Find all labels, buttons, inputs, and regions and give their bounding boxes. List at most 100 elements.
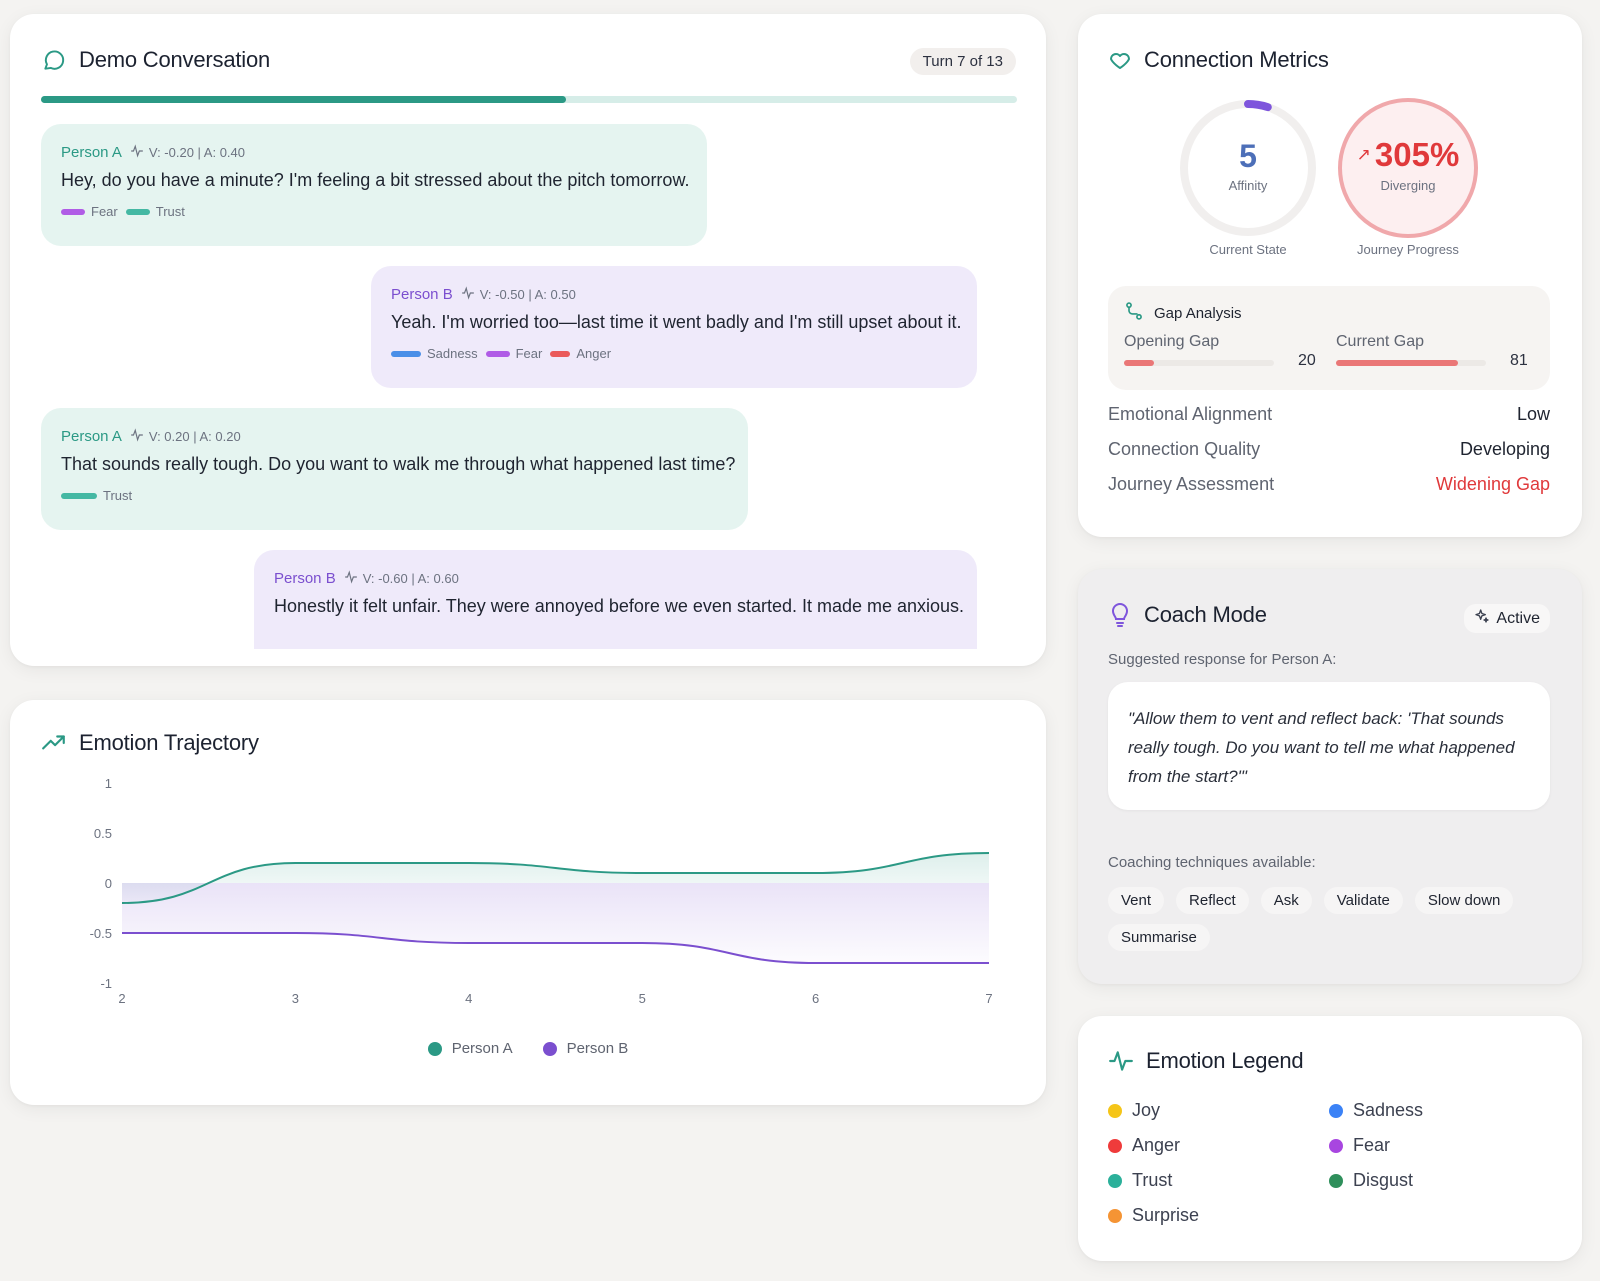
x-tick-label: 3 [292, 991, 299, 1006]
technique-chip-vent[interactable]: Vent [1108, 887, 1165, 914]
legend-header: Emotion Legend [1108, 1048, 1304, 1074]
legend-label: Person A [451, 1040, 513, 1057]
x-tick-label: 5 [639, 991, 646, 1006]
gap-analysis-box: Gap Analysis Opening Gap 20 Current Gap … [1108, 286, 1550, 390]
emotion-tag: Anger [550, 346, 611, 361]
legend-item-label: Joy [1132, 1100, 1161, 1120]
sparkles-icon [1474, 608, 1490, 629]
legend-item-label: Surprise [1132, 1205, 1200, 1225]
trend-up-arrow-icon: ↗ [1356, 145, 1371, 164]
emotion-tag: Fear [61, 204, 118, 219]
coach-mode-card: Coach Mode Active Suggested response for… [1078, 569, 1582, 984]
legend-item-label: Sadness [1353, 1100, 1424, 1120]
legend-item-trust: Trust [1108, 1170, 1172, 1191]
coach-status-badge[interactable]: Active [1464, 604, 1550, 633]
message-text: That sounds really tough. Do you want to… [61, 454, 736, 474]
valence-arousal: V: -0.60 | A: 0.60 [344, 570, 459, 587]
technique-chip-slow-down[interactable]: Slow down [1414, 887, 1514, 914]
valence-arousal-text: V: -0.50 | A: 0.50 [479, 287, 576, 302]
coach-title: Coach Mode [1144, 602, 1267, 627]
emotion-legend-card: Emotion Legend Joy Sadness Anger Fear Tr… [1078, 1016, 1582, 1261]
emotion-tag-label: Anger [576, 346, 612, 361]
metric-label: Connection Quality [1108, 439, 1261, 459]
message-bubble-person-a: Person A V: -0.20 | A: 0.40 Hey, do you … [41, 124, 707, 246]
coach-header: Coach Mode [1108, 602, 1267, 628]
valence-arousal: V: -0.50 | A: 0.50 [461, 286, 576, 303]
emotion-tag-label: Fear [515, 346, 543, 361]
trajectory-header: Emotion Trajectory [41, 730, 259, 756]
affinity-ring [1180, 100, 1316, 236]
message-bubble-person-b: Person B V: -0.60 | A: 0.60 Honestly it … [254, 550, 977, 649]
gap-analysis-title: Gap Analysis [1154, 304, 1242, 322]
legend-person-a[interactable]: Person A [427, 1040, 513, 1057]
activity-icon [130, 428, 144, 445]
message-list[interactable]: Person A V: -0.20 | A: 0.40 Hey, do you … [41, 124, 1017, 649]
y-tick-label: 0.5 [94, 826, 112, 841]
connection-metrics-card: Connection Metrics 5 Affinity Current St… [1078, 14, 1582, 537]
conversation-progress [41, 96, 1017, 103]
valence-arousal-text: V: 0.20 | A: 0.20 [148, 429, 241, 444]
technique-chip-reflect[interactable]: Reflect [1176, 887, 1249, 914]
valence-arousal: V: 0.20 | A: 0.20 [130, 428, 241, 445]
message-bubble-person-a: Person A V: 0.20 | A: 0.20 That sounds r… [41, 408, 748, 530]
journey-ring [1338, 98, 1478, 238]
valence-arousal: V: -0.20 | A: 0.40 [130, 144, 245, 161]
metric-label: Journey Assessment [1108, 474, 1275, 494]
technique-chip-ask[interactable]: Ask [1260, 887, 1312, 914]
technique-chip-validate[interactable]: Validate [1323, 887, 1403, 914]
emotion-tags: Trust [61, 488, 728, 503]
y-tick-label: 0 [105, 876, 112, 891]
x-tick-label: 4 [465, 991, 472, 1006]
activity-icon [130, 144, 144, 161]
speaker-name: Person B [391, 286, 453, 303]
emotion-tag: Trust [61, 488, 132, 503]
series-line-person-b[interactable] [122, 932, 989, 964]
y-tick-label: 1 [105, 776, 112, 791]
affinity-value: 5 [1239, 138, 1257, 174]
coach-status-text: Active [1496, 609, 1540, 627]
legend-item-label: Fear [1353, 1135, 1391, 1155]
emotion-tag: Sadness [391, 346, 478, 361]
metrics-header: Connection Metrics [1108, 47, 1329, 73]
journey-label: Diverging [1380, 178, 1436, 193]
x-tick-label: 2 [118, 991, 125, 1006]
journey-value: 305% [1374, 136, 1460, 173]
metric-value: Developing [1459, 439, 1550, 459]
technique-chip-summarise[interactable]: Summarise [1108, 924, 1210, 951]
emotion-tag-label: Trust [155, 204, 185, 219]
legend-person-b[interactable]: Person B [542, 1040, 629, 1057]
message-text: Yeah. I'm worried too—last time it went … [391, 312, 962, 332]
journey-caption: Journey Progress [1357, 242, 1459, 257]
emotion-tags: Sadness Fear Anger [391, 346, 957, 361]
current-gap-fill [1336, 360, 1458, 366]
opening-gap-bar [1124, 360, 1274, 366]
message-text: Hey, do you have a minute? I'm feeling a… [61, 170, 690, 190]
y-tick-label: -1 [100, 976, 112, 991]
chat-bubble-icon [41, 47, 67, 73]
techniques-label: Coaching techniques available: [1108, 854, 1316, 871]
metric-value: Widening Gap [1435, 474, 1550, 494]
x-tick-label: 6 [812, 991, 819, 1006]
legend-item-sadness: Sadness [1329, 1100, 1423, 1121]
legend-item-fear: Fear [1329, 1135, 1390, 1156]
activity-icon [461, 286, 475, 303]
current-gap-bar [1336, 360, 1486, 366]
affinity-label: Affinity [1228, 178, 1268, 193]
legend-item-anger: Anger [1108, 1135, 1180, 1156]
route-icon [1124, 301, 1144, 325]
metric-row-emotional-alignment: Emotional Alignment Low [1108, 404, 1550, 425]
emotion-tag: Trust [125, 204, 185, 219]
valence-arousal-text: V: -0.20 | A: 0.40 [148, 145, 245, 160]
series-line-person-a[interactable] [121, 852, 990, 904]
speaker-name: Person B [274, 570, 336, 587]
technique-chips: Vent Reflect Ask Validate Slow down Summ… [1108, 887, 1558, 951]
y-tick-label: -0.5 [90, 926, 112, 941]
trajectory-card: Emotion Trajectory 1 0.5 0 -0.5 -1 2 3 4 5 6 7 Pe… [10, 700, 1046, 1105]
speaker-name: Person A [61, 144, 122, 161]
valence-arousal-text: V: -0.60 | A: 0.60 [362, 571, 459, 586]
emotion-tag-label: Fear [91, 204, 118, 219]
current-gap-label: Current Gap [1336, 333, 1425, 350]
conversation-progress-fill [41, 96, 567, 103]
legend-label: Person B [566, 1040, 629, 1057]
suggested-response-quote[interactable]: "Allow them to vent and reflect back: 'T… [1108, 682, 1550, 810]
